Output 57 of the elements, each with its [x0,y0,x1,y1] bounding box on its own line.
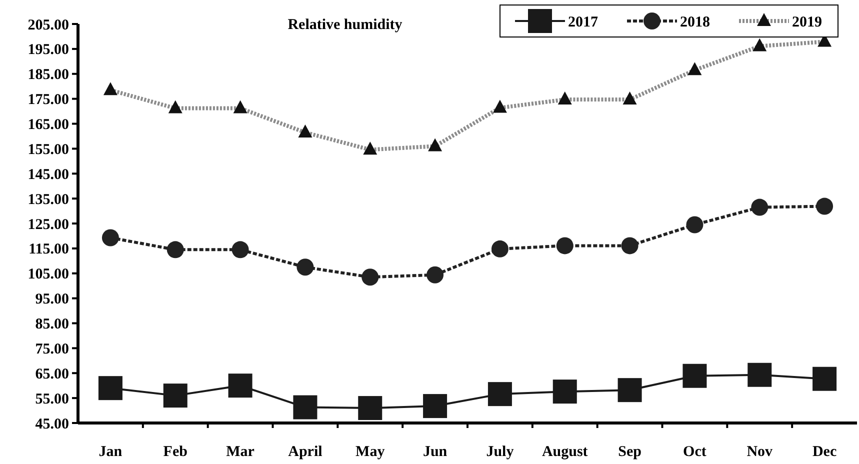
x-tick-label: Dec [812,444,837,460]
point [362,268,379,286]
legend-label: 2018 [680,14,710,30]
legend-label: 2017 [568,14,598,30]
y-tick-label: 95.00 [35,292,69,308]
point [552,380,577,404]
point [816,198,834,215]
x-tick-label: Feb [163,444,188,460]
point [488,382,512,406]
x-tick-label: July [486,444,514,460]
point [682,364,707,388]
y-tick-label: 195.00 [28,42,69,58]
point [751,198,768,216]
y-tick-label: 75.00 [35,341,69,358]
x-tick-label: August [542,444,588,460]
x-tick-label: Oct [683,444,706,460]
point [426,266,444,284]
x-tick-label: Jun [422,444,448,460]
y-tick-label: 205.00 [28,17,69,34]
point [423,394,448,418]
y-tick-label: 155.00 [28,142,69,158]
y-tick-label: 115.00 [28,242,69,258]
point [166,241,184,258]
x-tick-label: Sep [618,444,642,460]
point [812,366,837,391]
y-tick-label: 175.00 [28,92,69,108]
x-tick-label: May [356,444,386,460]
y-tick-label: 55.00 [35,391,69,408]
point [491,240,508,258]
y-tick-label: 165.00 [28,117,69,133]
x-tick-label: April [288,444,322,460]
y-tick-label: 85.00 [35,316,69,332]
y-tick-label: 45.00 [35,416,69,432]
point [102,229,119,246]
legend-label: 2019 [792,14,822,30]
x-tick-label: Mar [226,444,255,460]
chart-title: Relative humidity [288,17,403,33]
point [296,258,314,276]
y-tick-label: 105.00 [28,266,69,283]
point [618,378,642,402]
point [232,241,249,258]
point [358,396,382,420]
y-tick-label: 65.00 [35,366,69,382]
point [748,362,772,387]
point [163,384,188,408]
y-tick-label: 185.00 [28,67,69,84]
point [556,237,574,254]
x-tick-label: Jan [98,444,123,460]
y-tick-label: 135.00 [28,192,69,208]
x-tick-label: Nov [746,444,774,460]
point [621,237,638,254]
point [98,376,122,400]
y-tick-label: 125.00 [28,216,69,233]
y-tick-label: 145.00 [28,166,69,183]
point [228,374,252,398]
point [686,216,704,234]
point [293,395,318,420]
